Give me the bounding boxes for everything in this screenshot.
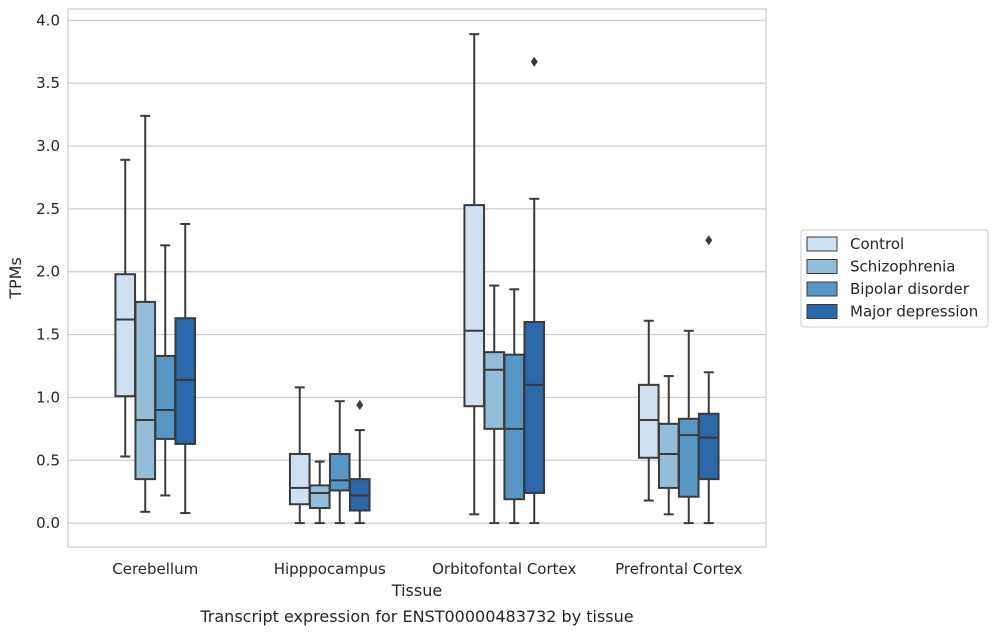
x-tick-label: Orbitofontal Cortex: [432, 560, 576, 578]
y-tick-label: 3.0: [36, 137, 60, 155]
box-body: [308, 484, 331, 510]
box-body: [154, 354, 177, 440]
legend-label: Bipolar disorder: [850, 280, 970, 298]
box-bipolar-disorder: [503, 288, 526, 525]
box-body: [523, 320, 546, 494]
box-schizophrenia: [308, 460, 331, 525]
box-body: [114, 273, 137, 398]
chart-caption: Transcript expression for ENST0000048373…: [199, 607, 633, 626]
y-tick-label: 2.5: [36, 200, 60, 218]
box-body: [174, 317, 197, 445]
legend-swatch: [806, 304, 838, 319]
box-body: [697, 412, 720, 481]
box-bipolar-disorder: [328, 400, 351, 525]
box-control: [114, 158, 137, 458]
x-tick-label: Cerebellum: [112, 560, 198, 578]
legend-frame: [800, 229, 989, 328]
x-tick-labels: Cerebellum Hipppocampus Orbitofontal Corte…: [112, 560, 742, 578]
y-tick-label: 0.5: [36, 451, 60, 469]
box-body: [637, 383, 660, 459]
box-body: [134, 300, 157, 481]
legend-swatch: [806, 236, 838, 252]
legend: Control Schizophrenia Bipolar disorder Majo…: [800, 229, 989, 328]
box-body: [463, 204, 486, 408]
box-body: [503, 353, 526, 501]
box-series: [114, 33, 720, 525]
y-tick-label: 1.5: [36, 326, 60, 344]
y-tick-label: 1.0: [36, 388, 60, 406]
x-tick-label: Prefrontal Cortex: [615, 560, 742, 578]
legend-swatch: [806, 259, 838, 274]
legend-label: Control: [850, 235, 904, 253]
y-tick-label: 3.5: [36, 74, 60, 92]
x-axis-title: Tissue: [391, 581, 442, 600]
legend-items: Control Schizophrenia Bipolar disorder Majo…: [806, 235, 978, 321]
box-major-depression: [697, 235, 720, 525]
y-tick-label: 4.0: [36, 11, 60, 29]
outlier-point: [530, 56, 538, 67]
box-control: [463, 33, 486, 516]
box-schizophrenia: [483, 284, 506, 525]
y-tick-label: 2.0: [36, 263, 60, 281]
box-major-depression: [174, 222, 197, 515]
box-body: [328, 452, 351, 492]
legend-swatch: [806, 281, 838, 297]
y-tick-labels: 0.0 0.5 1.0 1.5 2.0 2.5 3.0 3.5 4.0: [36, 11, 60, 532]
box-body: [288, 452, 311, 506]
outlier-point: [705, 235, 713, 246]
box-control: [637, 319, 660, 502]
legend-label: Schizophrenia: [850, 258, 955, 276]
y-tick-label: 0.0: [36, 514, 60, 532]
box-schizophrenia: [134, 114, 157, 513]
box-body: [677, 417, 700, 498]
box-body: [483, 351, 506, 430]
legend-label: Major depression: [850, 303, 978, 321]
box-major-depression: [348, 399, 371, 525]
y-axis-title: TPMs: [6, 257, 25, 300]
box-control: [288, 386, 311, 525]
box-body: [657, 422, 680, 489]
box-schizophrenia: [657, 375, 680, 516]
box-major-depression: [523, 56, 546, 525]
x-tick-label: Hipppocampus: [274, 560, 386, 578]
outlier-point: [356, 399, 364, 410]
